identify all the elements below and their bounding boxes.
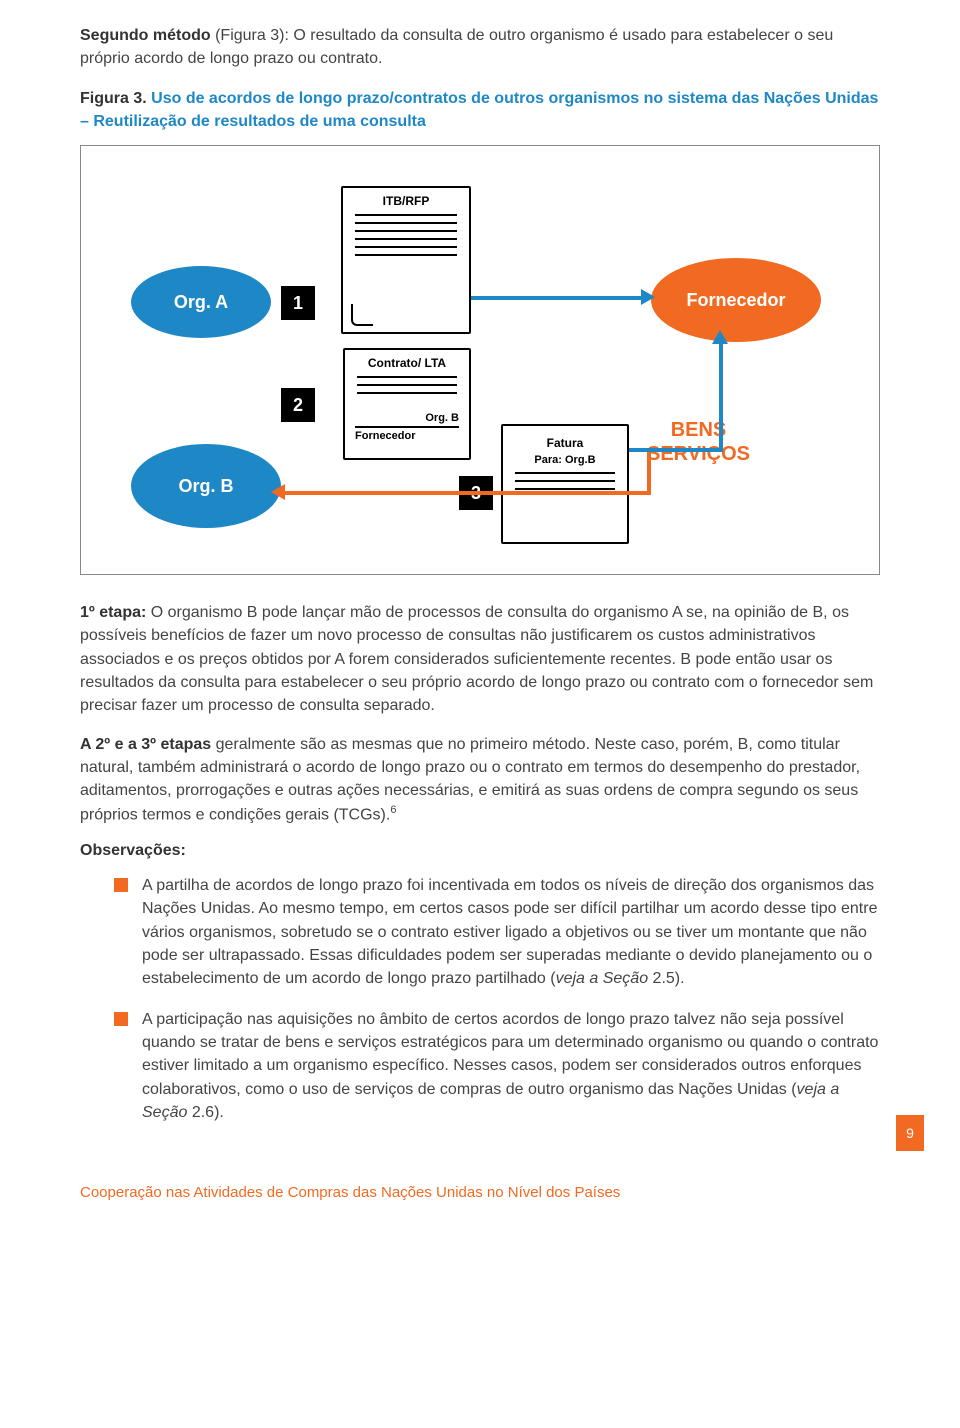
- doc-itb-rfp: ITB/RFP: [341, 186, 471, 334]
- doc-contrato-lines: [345, 376, 469, 412]
- doc-itb-lines: [343, 214, 469, 274]
- list-item: A partilha de acordos de longo prazo foi…: [114, 874, 880, 990]
- doc-fatura: Fatura Para: Org.B: [501, 424, 629, 544]
- diagram: Org. A Org. B Fornecedor 1 2 3 ITB/RFP C…: [80, 145, 880, 575]
- intro-bold: Segundo método: [80, 27, 211, 44]
- step-1: 1: [281, 286, 315, 320]
- list-item-text: A participação nas aquisições no âmbito …: [142, 1008, 880, 1124]
- doc-fatura-title: Fatura: [503, 436, 627, 450]
- intro-paragraph: Segundo método (Figura 3): O resultado d…: [80, 24, 880, 70]
- edge-orange-vert: [647, 452, 651, 495]
- etapa23-paragraph: A 2º e a 3º etapas geralmente são as mes…: [80, 733, 880, 826]
- etapa1-bold: 1º etapa:: [80, 604, 146, 621]
- footnote-ref: 6: [390, 804, 396, 816]
- etapa1-text: O organismo B pode lançar mão de process…: [80, 604, 873, 714]
- list-item: A participação nas aquisições no âmbito …: [114, 1008, 880, 1124]
- figure-caption: Figura 3. Uso de acordos de longo prazo/…: [80, 88, 880, 133]
- doc-fatura-lines: [503, 472, 627, 508]
- page-number: 9: [896, 1115, 924, 1151]
- list-item-text: A partilha de acordos de longo prazo foi…: [142, 874, 880, 990]
- doc-itb-title: ITB/RFP: [343, 194, 469, 208]
- observacoes-list: A partilha de acordos de longo prazo foi…: [80, 874, 880, 1124]
- step-2: 2: [281, 388, 315, 422]
- edge-horiz-right: [629, 448, 723, 452]
- node-org-a: Org. A: [131, 266, 271, 338]
- doc-contrato-sub1: Org. B: [345, 412, 469, 424]
- arrowhead-icon: [712, 330, 728, 344]
- edge-itb-to-fornecedor: [471, 296, 647, 300]
- bens-line1: BENS: [647, 418, 750, 442]
- bens-servicos-label: BENS SERVIÇOS: [647, 418, 750, 466]
- etapa1-paragraph: 1º etapa: O organismo B pode lançar mão …: [80, 601, 880, 717]
- page-fold-icon: [351, 304, 373, 326]
- etapa23-bold: A 2º e a 3º etapas: [80, 736, 211, 753]
- doc-fatura-sub: Para: Org.B: [503, 454, 627, 466]
- arrowhead-icon: [641, 289, 655, 305]
- footer-text: Cooperação nas Atividades de Compras das…: [80, 1184, 880, 1201]
- figure-label: Figura 3.: [80, 90, 147, 107]
- doc-contrato-sub2: Fornecedor: [345, 430, 469, 442]
- observacoes-heading: Observações:: [80, 842, 880, 860]
- figure-title: Uso de acordos de longo prazo/contratos …: [80, 90, 878, 129]
- node-fornecedor: Fornecedor: [651, 258, 821, 342]
- doc-contrato-title: Contrato/ LTA: [345, 356, 469, 370]
- bens-line2: SERVIÇOS: [647, 442, 750, 466]
- arrowhead-icon: [271, 484, 285, 500]
- bullet-square-icon: [114, 1012, 128, 1026]
- doc-contrato: Contrato/ LTA Org. B Fornecedor: [343, 348, 471, 460]
- node-org-b: Org. B: [131, 444, 281, 528]
- edge-vert-right: [719, 342, 723, 452]
- bullet-square-icon: [114, 878, 128, 892]
- edge-orange-horiz: [281, 491, 651, 495]
